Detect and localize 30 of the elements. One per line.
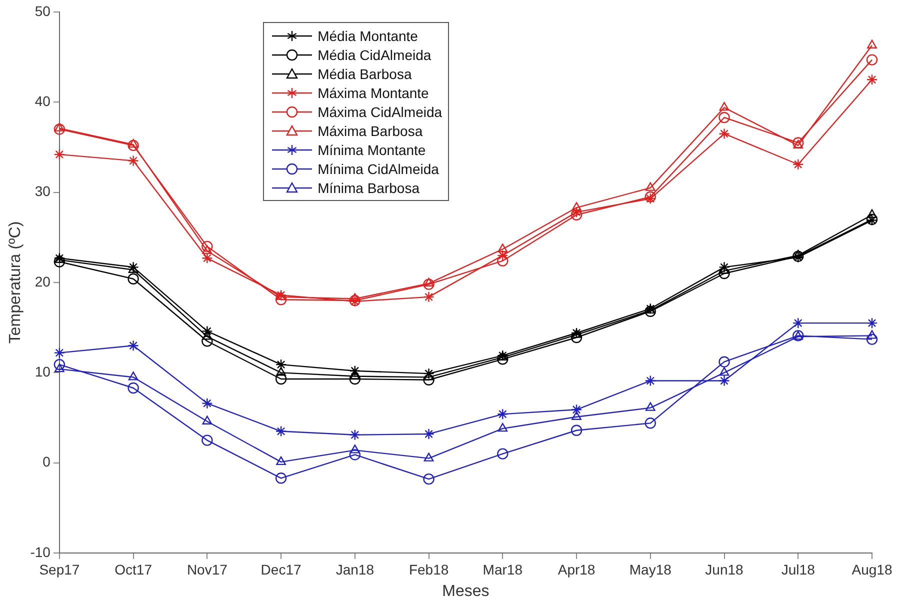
legend-label: Média CidAlmeida <box>318 46 432 62</box>
legend-label: Mínima Montante <box>318 142 426 158</box>
x-tick-label: Nov17 <box>186 561 228 578</box>
x-tick-label: Feb18 <box>408 561 449 578</box>
x-tick-label: Jul18 <box>781 561 816 578</box>
legend-label: Máxima Montante <box>318 84 429 100</box>
x-tick-label: Jun18 <box>705 561 744 578</box>
y-tick-label: 10 <box>34 364 51 380</box>
y-tick-label: 50 <box>34 2 51 19</box>
y-tick-label: 0 <box>42 454 51 470</box>
legend-label: Mínima Barbosa <box>318 180 420 196</box>
y-tick-label: 20 <box>34 273 51 290</box>
x-tick-label: Oct17 <box>114 561 152 578</box>
legend-label: Máxima CidAlmeida <box>318 104 442 120</box>
x-axis-title: Meses <box>442 582 490 600</box>
x-tick-label: Jan18 <box>336 561 374 578</box>
legend-label: Mínima CidAlmeida <box>318 160 439 176</box>
y-tick-label: 30 <box>34 183 51 200</box>
y-tick-label: -10 <box>30 544 51 560</box>
y-tick-label: 40 <box>34 93 51 110</box>
legend-label: Máxima Barbosa <box>318 122 423 138</box>
x-tick-label: Mar18 <box>482 561 523 578</box>
x-tick-label: Sep17 <box>39 561 80 578</box>
x-tick-label: May18 <box>629 561 672 578</box>
legend-label: Média Montante <box>318 28 418 44</box>
x-tick-label: Dec17 <box>260 561 302 578</box>
x-tick-label: Apr18 <box>558 561 596 578</box>
legend-label: Média Barbosa <box>318 66 412 82</box>
y-axis-title: Temperatura (ºC) <box>7 221 24 344</box>
x-tick-label: Aug18 <box>852 561 892 578</box>
